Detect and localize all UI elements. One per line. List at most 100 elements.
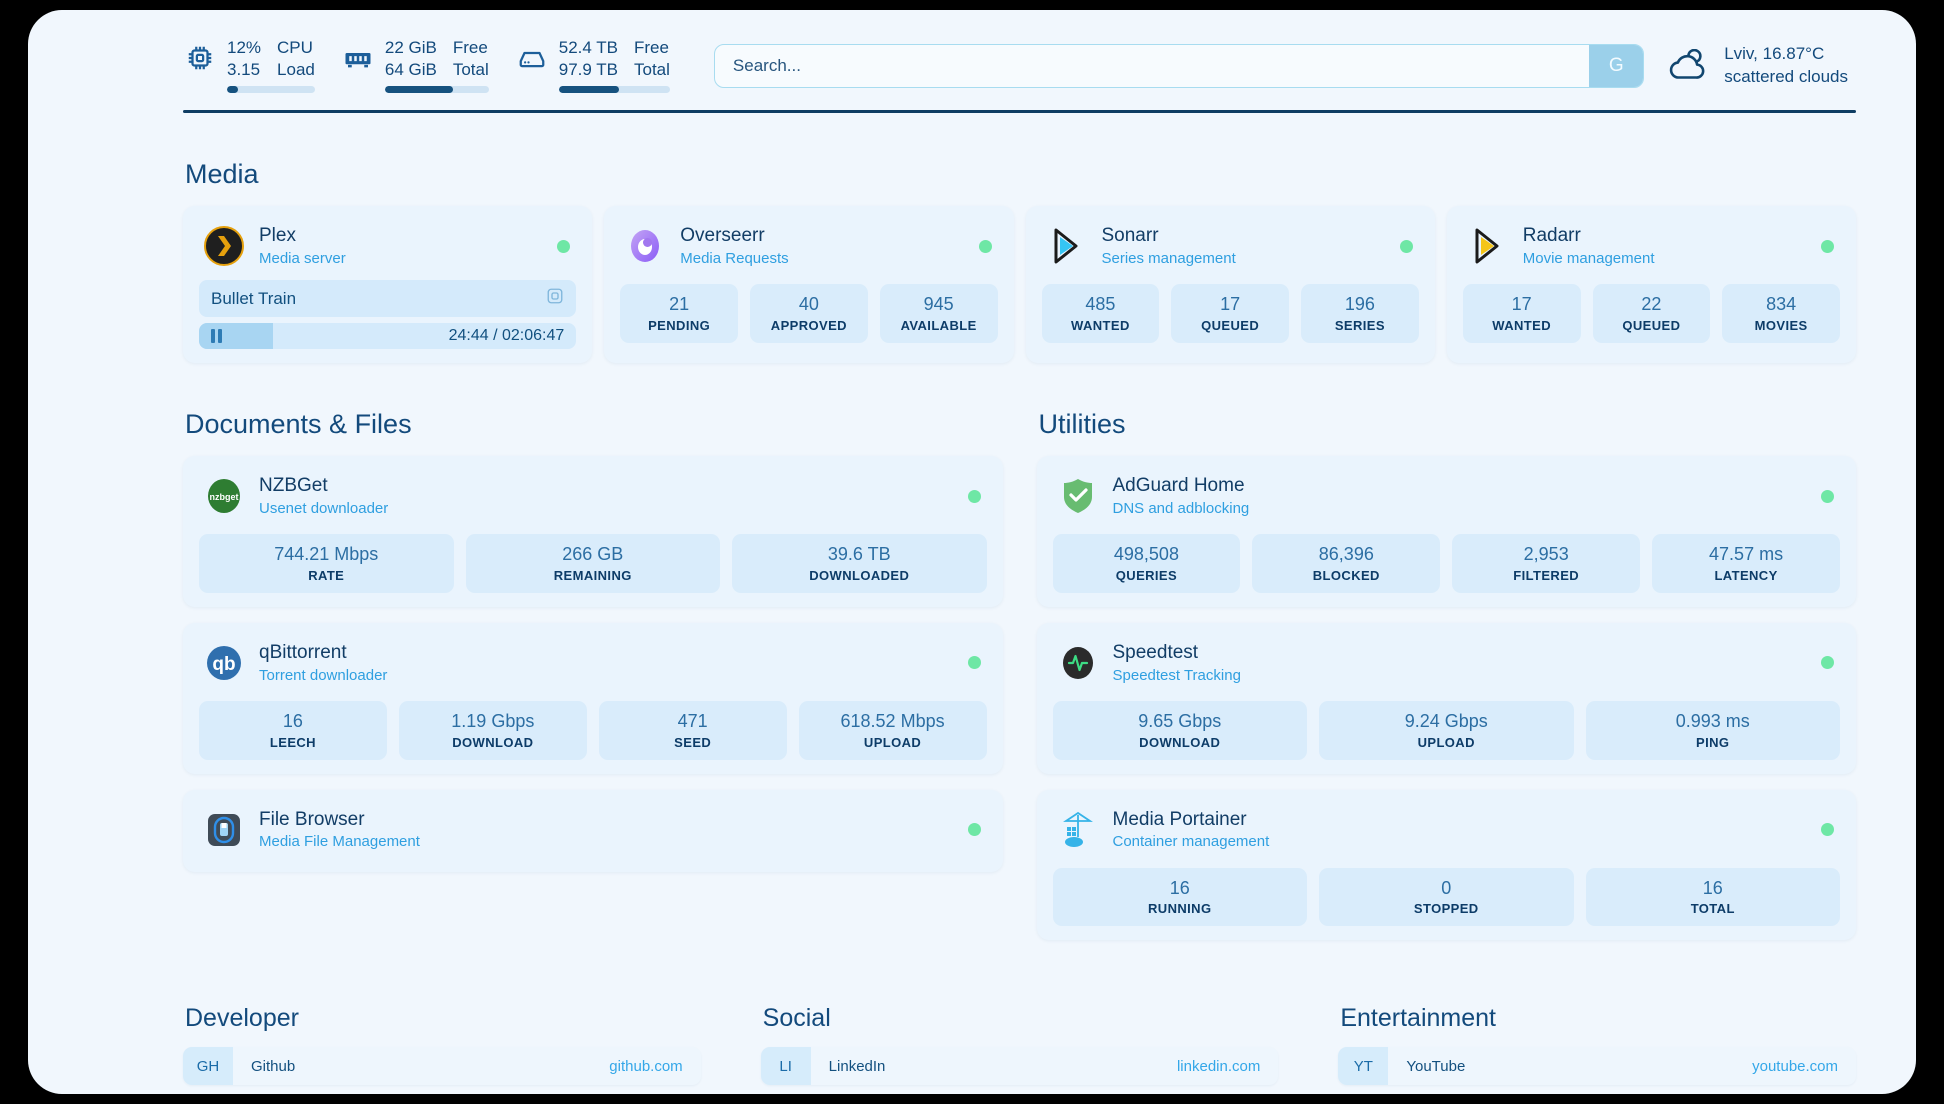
ram-total: 64 GiB (384, 60, 437, 79)
stat-value: 498,508 (1113, 544, 1179, 565)
stats-row: 16 LEECH 1.19 Gbps DOWNLOAD 471 SEED 6 (199, 701, 987, 760)
stat-label: LEECH (269, 734, 316, 750)
stat-label: RATE (308, 567, 345, 583)
stat-value: 16 (1702, 877, 1723, 898)
dashboard-content: Media Plex Media server (28, 159, 1916, 1094)
stat-label: QUERIES (1115, 567, 1178, 583)
nzbget-icon: nzbget (203, 475, 245, 517)
header-divider (183, 110, 1856, 113)
status-indicator-online (967, 489, 981, 503)
weather-condition: scattered clouds (1724, 67, 1848, 86)
svg-text:nzbget: nzbget (210, 492, 239, 502)
service-name: Speedtest (1112, 641, 1199, 663)
stat-value: 1.19 Gbps (451, 711, 535, 732)
stat-tile: 2,953 FILTERED (1452, 534, 1641, 593)
status-indicator-online (978, 239, 992, 253)
service-card-radarr[interactable]: Radarr Movie management 17 WANTED 22 QUE… (1446, 206, 1856, 364)
stat-label: SEED (674, 734, 712, 750)
stats-row: 485 WANTED 17 QUEUED 196 SERIES (1041, 284, 1419, 343)
stat-tile: 744.21 Mbps RATE (199, 534, 454, 593)
stat-tile: 618.52 Mbps UPLOAD (798, 701, 987, 760)
top-bar: 12% 3.15 CPU Load (28, 10, 1916, 96)
disk-usage-bar (558, 86, 670, 94)
service-name: File Browser (259, 808, 365, 830)
stat-label: FILTERED (1513, 567, 1580, 583)
status-indicator-online (1821, 656, 1834, 670)
stat-label: UPLOAD (863, 734, 922, 750)
card-header: qb qBittorrent Torrent downloader (199, 637, 987, 691)
playback-progress-bar[interactable]: 24:44 / 02:06:47 (199, 323, 577, 350)
pause-icon[interactable] (211, 329, 222, 344)
stat-value: 9.24 Gbps (1404, 711, 1488, 732)
stat-tile: 485 WANTED (1041, 284, 1160, 343)
service-card-portainer[interactable]: Media Portainer Container management 16 … (1036, 789, 1856, 941)
bookmark-item[interactable]: LI LinkedIn linkedin.com (760, 1047, 1279, 1086)
card-header: Sonarr Series management (1042, 220, 1419, 274)
bookmark-label: LinkedIn (828, 1057, 886, 1075)
cast-icon[interactable] (546, 287, 564, 310)
service-name: Sonarr (1101, 225, 1159, 246)
service-card-adguard[interactable]: AdGuard Home DNS and adblocking 498,508 … (1036, 456, 1856, 607)
stat-value: 744.21 Mbps (274, 544, 379, 565)
stat-label: WANTED (1492, 317, 1551, 333)
service-subtitle: Movie management (1522, 249, 1655, 267)
service-subtitle: Media server (259, 249, 346, 267)
cpu-label-1: CPU (277, 37, 313, 57)
stat-value: 0.993 ms (1675, 711, 1750, 732)
stat-label: STOPPED (1413, 901, 1479, 917)
stat-value: 16 (282, 711, 303, 732)
stat-tile: 17 WANTED (1462, 284, 1581, 343)
stat-value: 40 (798, 294, 819, 315)
search-input[interactable] (714, 45, 1590, 87)
stats-row: 498,508 QUERIES 86,396 BLOCKED 2,953 FIL… (1052, 534, 1840, 593)
bookmark-group-title: Developer (185, 1004, 299, 1033)
search-bar[interactable]: G (713, 44, 1645, 88)
service-card-overseerr[interactable]: Overseerr Media Requests 21 PENDING 40 A… (604, 206, 1014, 364)
bookmarks-section: Developer GH Github github.com SO StackO… (183, 1004, 1857, 1094)
stat-value: 86,396 (1318, 544, 1374, 565)
stat-tile: 47.57 ms LATENCY (1652, 534, 1840, 593)
documents-column: Documents & Files nzbget NZBGet Usenet d… (183, 363, 1003, 956)
stat-tile: 266 GB REMAINING (465, 534, 720, 593)
bookmark-item[interactable]: GH Github github.com (183, 1047, 701, 1086)
stats-row: 21 PENDING 40 APPROVED 945 AVAILABLE (620, 284, 998, 343)
service-card-sonarr[interactable]: Sonarr Series management 485 WANTED 17 Q… (1025, 206, 1435, 364)
disk-icon (515, 41, 549, 75)
search-submit-button[interactable]: G (1589, 45, 1644, 87)
service-subtitle: Usenet downloader (259, 499, 389, 517)
stat-label: DOWNLOAD (452, 734, 534, 750)
stat-value: 17 (1511, 294, 1532, 315)
stat-value: 196 (1344, 294, 1375, 315)
stat-value: 21 (669, 294, 690, 315)
cpu-loadavg: 3.15 (227, 60, 261, 79)
playback-time: 24:44 / 02:06:47 (448, 327, 565, 345)
stat-tile: 40 APPROVED (750, 284, 868, 343)
status-indicator-online (1821, 823, 1834, 837)
stat-value: 945 (923, 294, 954, 315)
service-card-nzbget[interactable]: nzbget NZBGet Usenet downloader 744.21 M… (183, 456, 1003, 607)
service-card-plex[interactable]: Plex Media server Bullet Train (183, 206, 593, 364)
status-indicator-online (1821, 239, 1834, 253)
status-indicator-online (1821, 489, 1834, 503)
weather-widget: Lviv, 16.87°C scattered clouds (1666, 43, 1856, 89)
card-header: AdGuard Home DNS and adblocking (1053, 470, 1841, 524)
stat-label: DOWNLOAD (1139, 734, 1221, 750)
bookmark-badge: GH (183, 1047, 233, 1086)
status-indicator-online (1399, 239, 1413, 253)
cpu-percent: 12% (227, 37, 262, 57)
cpu-stat: 12% 3.15 CPU Load (183, 37, 315, 95)
service-card-filebrowser[interactable]: File Browser Media File Management (183, 789, 1003, 872)
card-header: nzbget NZBGet Usenet downloader (199, 470, 987, 524)
stat-tile: 22 QUEUED (1592, 284, 1711, 343)
bookmark-url: github.com (609, 1057, 683, 1075)
service-subtitle: Media File Management (259, 833, 420, 851)
service-subtitle: DNS and adblocking (1112, 499, 1250, 517)
stat-value: 16 (1169, 877, 1190, 898)
service-card-speedtest[interactable]: Speedtest Speedtest Tracking 9.65 Gbps D… (1036, 622, 1856, 774)
service-card-qbittorrent[interactable]: qb qBittorrent Torrent downloader 16 LEE… (183, 622, 1003, 774)
section-title-utilities: Utilities (1038, 409, 1126, 440)
stat-label: QUEUED (1201, 317, 1260, 333)
bookmark-item[interactable]: YT YouTube youtube.com (1338, 1047, 1857, 1086)
card-header: File Browser Media File Management (199, 804, 987, 858)
stat-tile: 9.24 Gbps UPLOAD (1319, 701, 1574, 760)
